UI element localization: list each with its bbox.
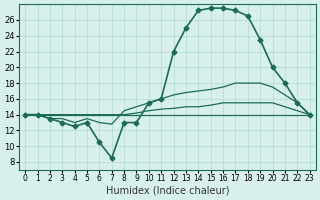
X-axis label: Humidex (Indice chaleur): Humidex (Indice chaleur) xyxy=(106,186,229,196)
